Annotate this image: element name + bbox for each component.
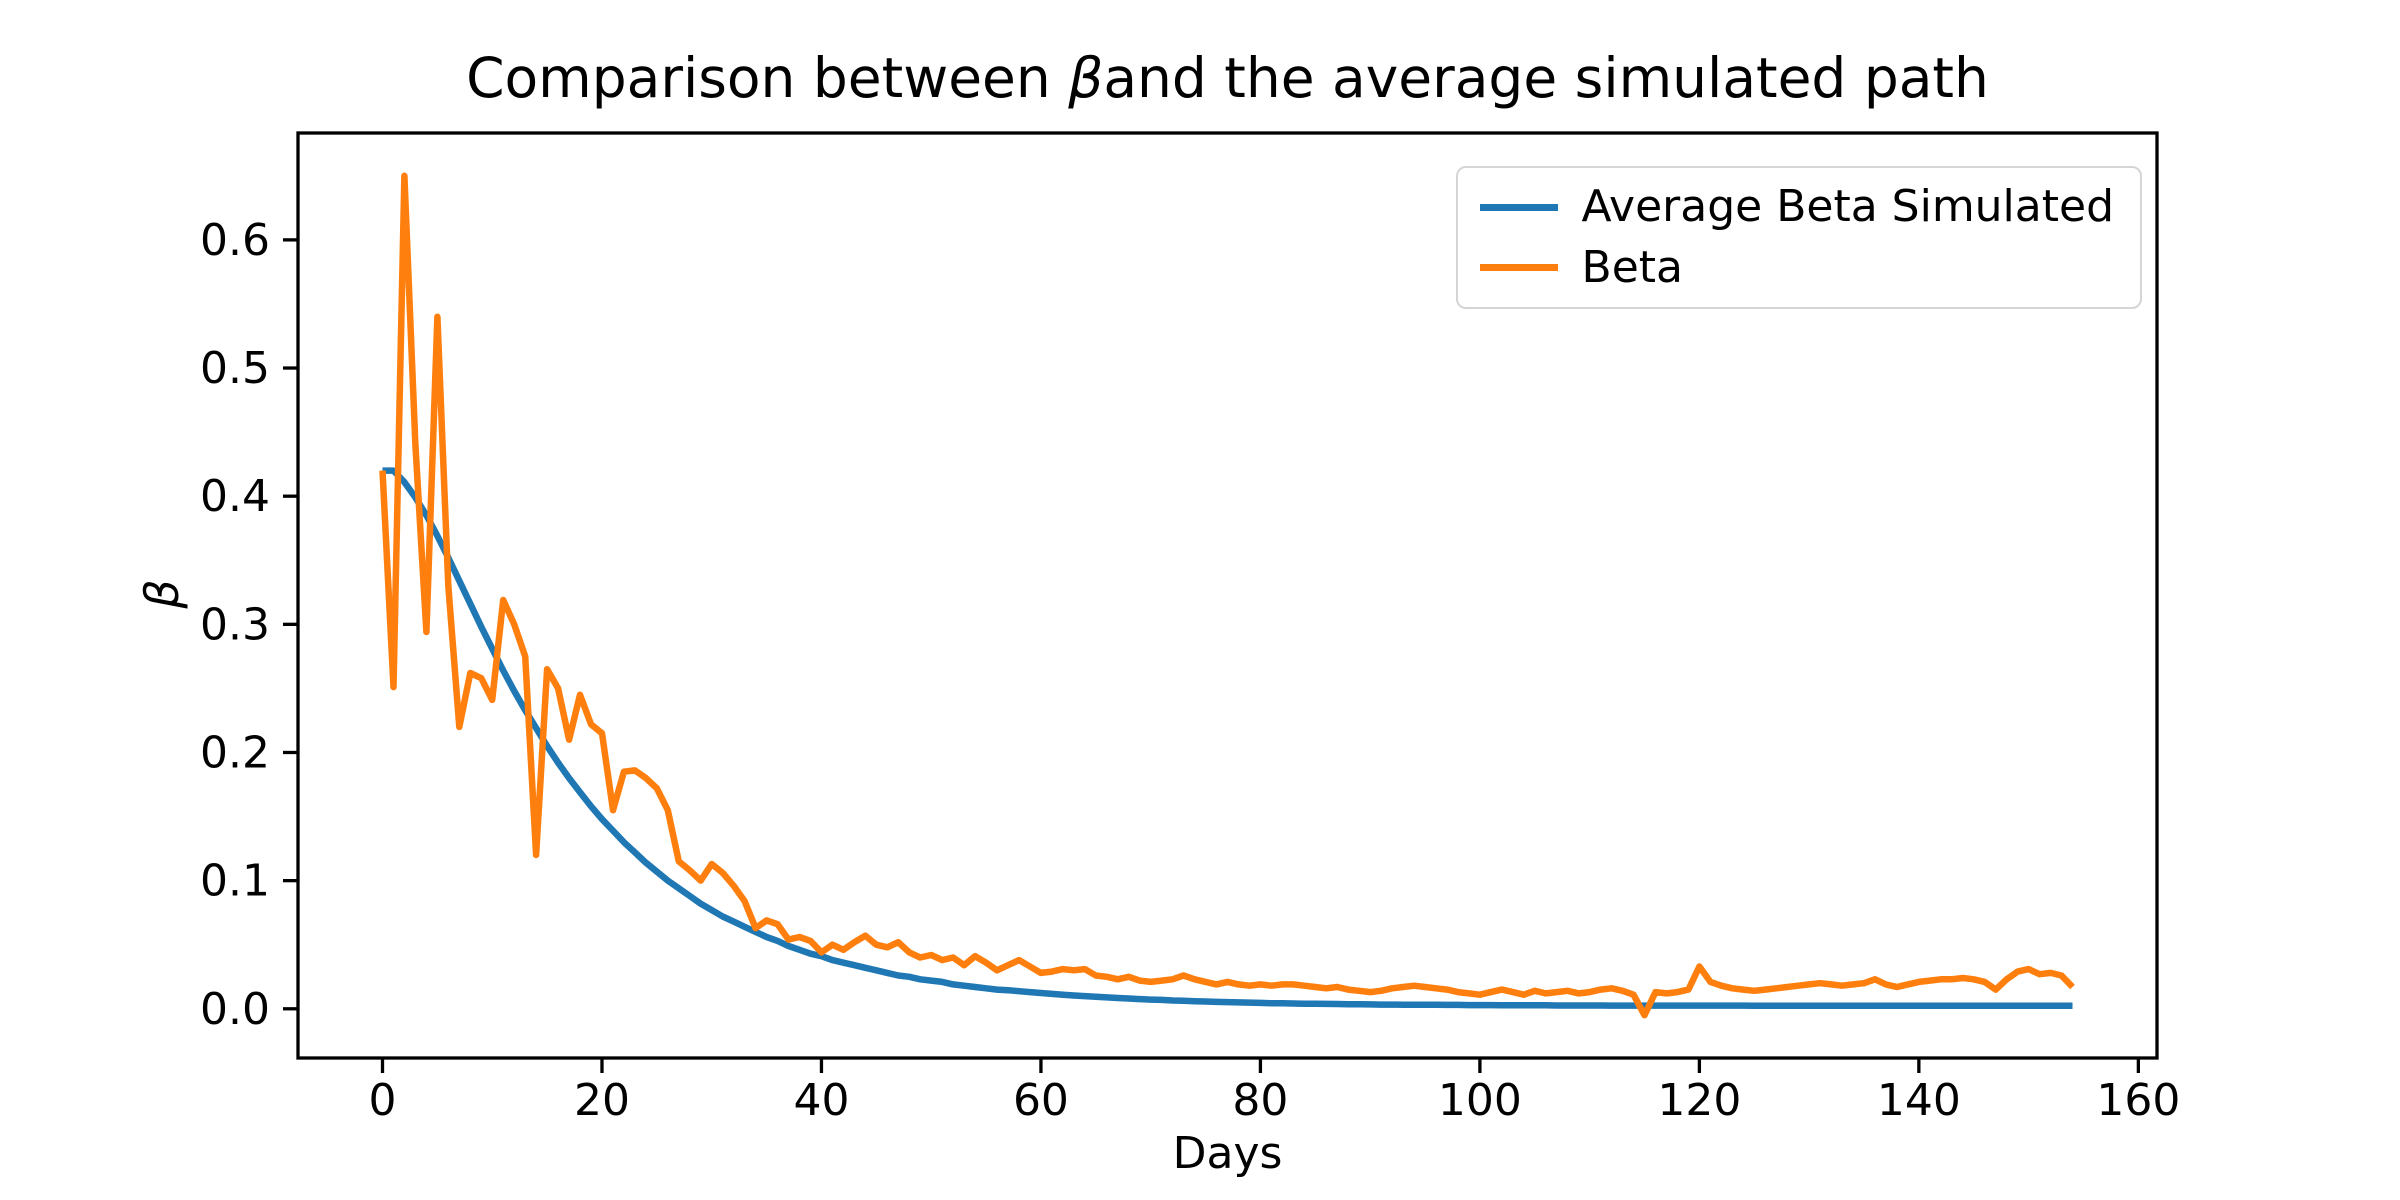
x-tick-label: 80 xyxy=(1232,1075,1288,1126)
x-tick-label: 60 xyxy=(1013,1075,1069,1126)
chart-title-beta-symbol: β xyxy=(1068,46,1104,110)
y-tick-label: 0.2 xyxy=(200,727,270,778)
y-tick-label: 0.3 xyxy=(200,599,270,650)
legend-item-beta: Beta xyxy=(1479,241,2114,294)
y-tick-label: 0.6 xyxy=(200,215,270,266)
x-tick-label: 40 xyxy=(793,1075,849,1126)
legend: Average Beta Simulated Beta xyxy=(1455,166,2142,310)
y-tick-label: 0.4 xyxy=(200,471,270,522)
series-line-average-beta-simulated xyxy=(382,467,2073,1009)
y-tick-label: 0.5 xyxy=(200,343,270,394)
legend-item-average-beta-simulated: Average Beta Simulated xyxy=(1479,181,2114,233)
x-tick-label: 120 xyxy=(1657,1075,1741,1126)
chart-title-suffix: and the average simulated path xyxy=(1103,46,1989,110)
legend-label-beta: Beta xyxy=(1581,241,1684,293)
legend-line-sample-orange xyxy=(1479,264,1558,272)
x-tick-label: 140 xyxy=(1877,1075,1961,1126)
chart-title-prefix: Comparison between xyxy=(466,46,1069,110)
x-tick-label: 100 xyxy=(1438,1075,1522,1126)
series-line-beta xyxy=(379,172,2075,1019)
x-tick-label: 20 xyxy=(574,1075,630,1126)
x-axis-label: Days xyxy=(1172,1128,1283,1179)
chart-title: Comparison between βand the average simu… xyxy=(298,49,2157,108)
y-tick-label: 0.1 xyxy=(200,856,270,907)
y-tick-label: 0.0 xyxy=(200,984,270,1035)
legend-label-average-beta-simulated: Average Beta Simulated xyxy=(1581,181,2114,232)
legend-line-sample-blue xyxy=(1479,203,1558,211)
x-tick-label: 160 xyxy=(2096,1075,2180,1126)
x-tick-label: 0 xyxy=(369,1075,397,1126)
y-axis-label: β xyxy=(135,579,189,609)
plot-frame xyxy=(296,131,2159,1060)
